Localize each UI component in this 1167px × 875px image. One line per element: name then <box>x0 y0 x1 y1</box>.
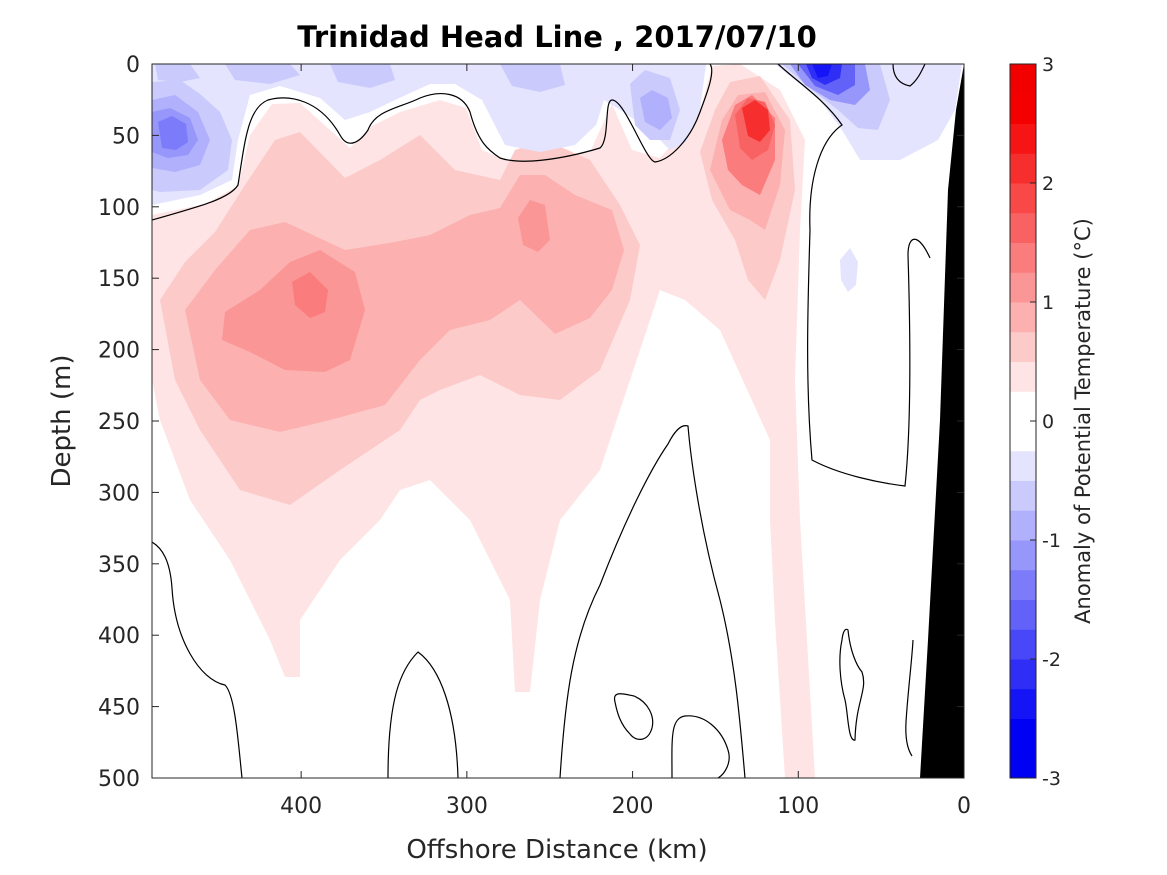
colorbar-tick-label: -1 <box>1042 530 1061 552</box>
colorbar-tick-label: 2 <box>1042 173 1054 195</box>
colorbar-segment <box>1010 510 1036 541</box>
warm-anomaly-region <box>742 100 770 142</box>
colorbar-segment <box>1010 480 1036 511</box>
bathymetry <box>920 64 964 778</box>
colorbar-segment <box>1010 302 1036 333</box>
y-tick-label: 350 <box>98 553 140 578</box>
zero-contour <box>905 639 914 757</box>
colorbar-segment <box>1010 123 1036 154</box>
y-tick-label: 250 <box>98 410 140 435</box>
colorbar-segment <box>1010 64 1036 95</box>
colorbar-tick-label: -3 <box>1042 768 1061 790</box>
zero-contour <box>777 64 931 487</box>
cold-anomaly-region <box>812 64 832 78</box>
cold-anomaly-region <box>155 64 200 82</box>
colorbar-tick-label: 1 <box>1042 292 1054 314</box>
colorbar-segment <box>1010 540 1036 571</box>
cold-anomaly-region <box>158 116 188 150</box>
y-tick-label: 200 <box>98 339 140 364</box>
x-tick-label: 400 <box>280 794 322 819</box>
colorbar-segment <box>1010 569 1036 600</box>
x-tick-label: 300 <box>446 794 488 819</box>
cold-anomaly-region <box>225 64 300 84</box>
cold-anomaly-region <box>840 248 858 292</box>
colorbar-segment <box>1010 331 1036 362</box>
zero-contours <box>152 64 931 778</box>
y-axis-title: Depth (m) <box>47 354 77 487</box>
colorbar-segment <box>1010 421 1036 452</box>
colorbar-tick-label: 3 <box>1042 54 1054 76</box>
colorbar-segment <box>1010 629 1036 660</box>
colorbar-segment <box>1010 748 1036 779</box>
x-tick-label: 100 <box>777 794 819 819</box>
colorbar-segment <box>1010 361 1036 392</box>
y-tick-label: 450 <box>98 696 140 721</box>
colorbar-segment <box>1010 599 1036 630</box>
chart-title: Trinidad Head Line , 2017/07/10 <box>297 20 817 54</box>
cold-anomaly-region <box>152 64 706 205</box>
colorbar-segment <box>1010 183 1036 214</box>
colorbar-segment <box>1010 153 1036 184</box>
colorbar-segment <box>1010 212 1036 243</box>
y-axis: 0 50 100 150 200 250 300 350 400 450 500 <box>98 53 964 792</box>
colorbar-segment <box>1010 659 1036 690</box>
zero-contour <box>839 628 865 741</box>
colorbar-segment <box>1010 450 1036 481</box>
anomaly-field <box>152 64 962 778</box>
colorbar-segment <box>1010 242 1036 273</box>
zero-contour <box>613 693 654 740</box>
x-tick-label: 0 <box>957 794 971 819</box>
cold-anomaly-region <box>500 64 565 92</box>
x-axis: 400 300 200 100 0 <box>280 64 971 819</box>
colorbar-title: Anomaly of Potential Temperature (°C) <box>1071 218 1095 624</box>
zero-contour <box>559 425 746 778</box>
colorbar-segment <box>1010 93 1036 124</box>
colorbar-tick-label: 0 <box>1042 411 1054 433</box>
colorbar: 3 2 1 0 -1 -2 -3 <box>1009 54 1061 790</box>
zero-contour <box>152 64 713 221</box>
zero-contour <box>892 64 926 87</box>
colorbar-segment <box>1010 718 1036 749</box>
zero-contour <box>387 651 459 778</box>
y-tick-label: 150 <box>98 267 140 292</box>
warm-anomaly-region <box>222 250 365 372</box>
y-tick-label: 500 <box>98 767 140 792</box>
colorbar-segment <box>1010 688 1036 719</box>
colorbar-segment <box>1010 272 1036 303</box>
y-tick-label: 400 <box>98 624 140 649</box>
x-axis-title: Offshore Distance (km) <box>406 835 707 865</box>
y-tick-label: 300 <box>98 481 140 506</box>
zero-contour <box>152 541 243 778</box>
y-tick-label: 0 <box>126 53 140 78</box>
warm-anomaly-region <box>518 200 550 252</box>
cold-anomaly-region <box>330 64 395 88</box>
y-tick-label: 100 <box>98 196 140 221</box>
colorbar-tick-label: -2 <box>1042 649 1061 671</box>
cold-anomaly-region <box>640 90 672 130</box>
colorbar-segment <box>1010 391 1036 422</box>
plot-area <box>151 63 965 779</box>
warm-anomaly-region <box>292 272 328 318</box>
zero-contour <box>671 715 730 778</box>
x-tick-label: 200 <box>612 794 654 819</box>
y-tick-label: 50 <box>112 124 140 149</box>
